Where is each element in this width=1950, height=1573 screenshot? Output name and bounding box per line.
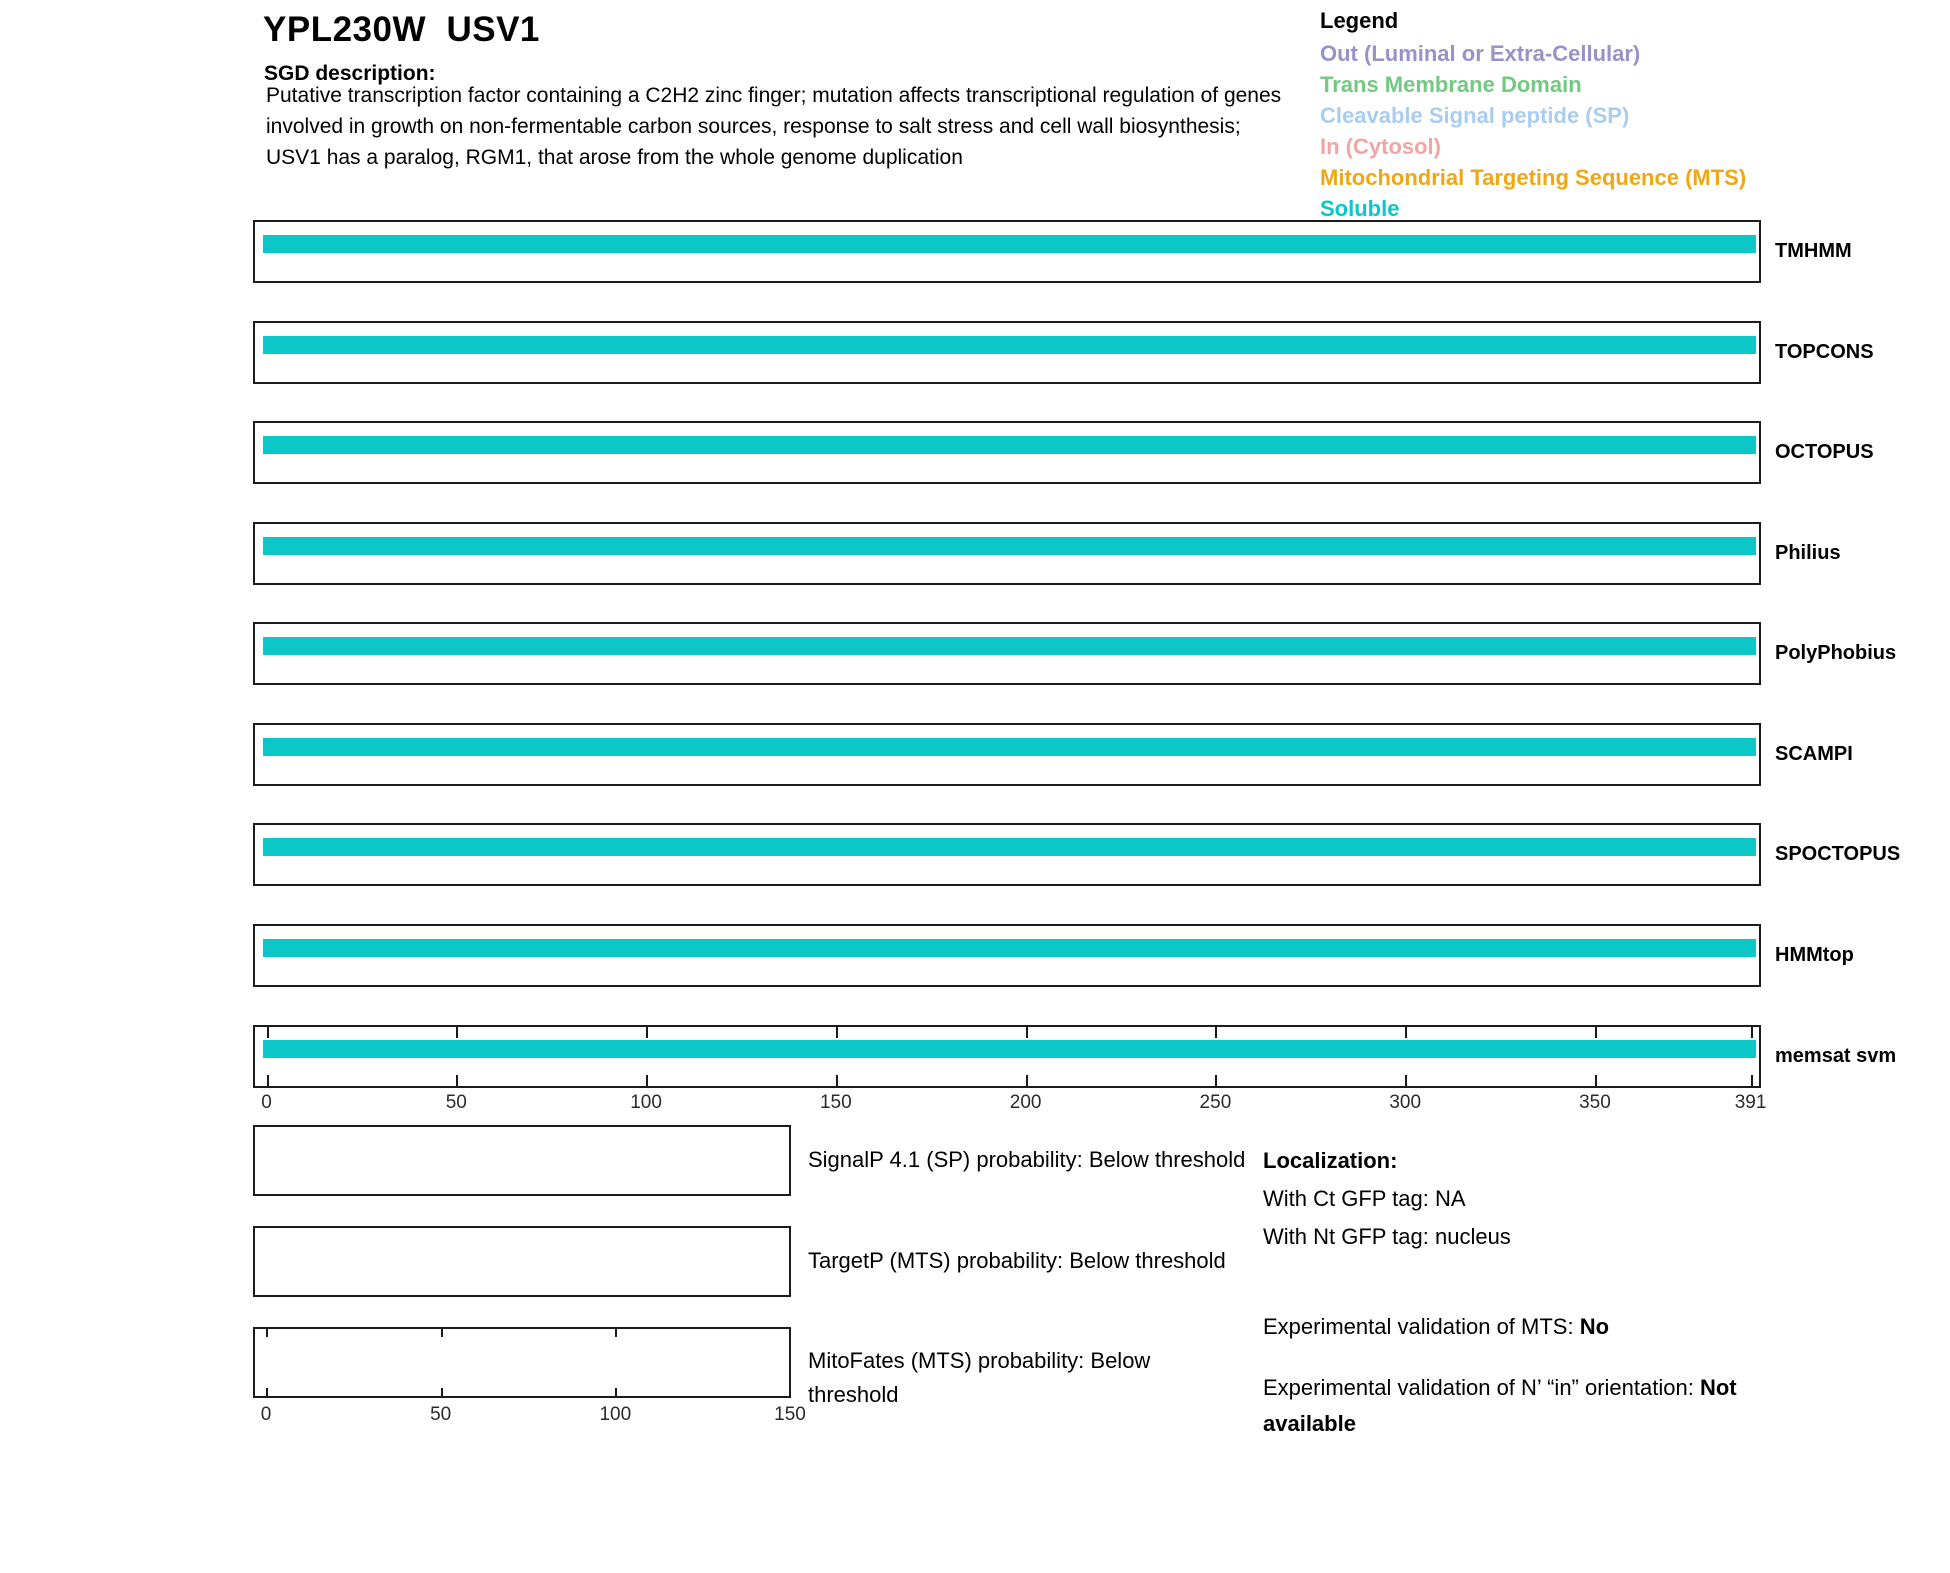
soluble-bar (263, 537, 1756, 555)
page-title: YPL230W USV1 (263, 10, 540, 49)
soluble-bar (263, 336, 1756, 354)
soluble-bar (263, 235, 1756, 253)
legend-item-cleavable: Cleavable Signal peptide (SP) (1320, 103, 1630, 128)
axis-tick-mark (1025, 1075, 1028, 1086)
track-box-polyphobius (253, 622, 1761, 685)
legend-item-mitochondrial: Mitochondrial Targeting Sequence (MTS) (1320, 165, 1747, 190)
axis-tick-label: 150 (819, 1092, 852, 1113)
legend-title: Legend (1320, 8, 1399, 33)
axis-tick-mark (1025, 1027, 1028, 1038)
legend-item-soluble: Soluble (1320, 196, 1400, 221)
axis-tick-mark (835, 1075, 838, 1086)
legend-item-trans: Trans Membrane Domain (1320, 72, 1582, 97)
track-box-memsat-svm (253, 1025, 1761, 1088)
mts-validation-value: No (1579, 1314, 1610, 1339)
sgd-description-line: USV1 has a paralog, RGM1, that arose fro… (266, 146, 963, 169)
sgd-description-line: Putative transcription factor containing… (266, 84, 1282, 107)
mitofates-caption: threshold (808, 1382, 899, 1407)
axis-tick-mark (646, 1027, 649, 1038)
track-label-memsat-svm: memsat svm (1775, 1045, 1897, 1067)
axis-tick-label: 391 (1734, 1092, 1767, 1113)
track-box-octopus (253, 421, 1761, 484)
track-label-philius: Philius (1775, 542, 1841, 564)
signalp-caption: SignalP 4.1 (SP) probability: Below thre… (808, 1147, 1246, 1172)
axis-tick-mark (1594, 1075, 1597, 1086)
axis-tick-mark (266, 1329, 268, 1337)
track-box-spoctopus (253, 823, 1761, 886)
axis-tick-mark (835, 1027, 838, 1038)
targetp-plot-box (253, 1226, 791, 1297)
soluble-bar (263, 939, 1756, 957)
nt-gfp-line: With Nt GFP tag: nucleus (1263, 1224, 1511, 1249)
sgd-description-label: SGD description: (264, 62, 436, 85)
probability-axis-tick-label: 0 (260, 1404, 272, 1425)
mitofates-caption: MitoFates (MTS) probability: Below (808, 1348, 1151, 1373)
axis-tick-mark (440, 1388, 443, 1396)
axis-tick-mark (1215, 1027, 1218, 1038)
probability-axis-tick-label: 50 (430, 1404, 452, 1425)
probability-axis-tick-label: 100 (599, 1404, 632, 1425)
orientation-validation-value: Not available (1263, 1375, 1737, 1436)
track-label-topcons: TOPCONS (1775, 341, 1874, 363)
axis-tick-label: 50 (445, 1092, 467, 1113)
axis-tick-mark (646, 1075, 649, 1086)
track-label-octopus: OCTOPUS (1775, 441, 1874, 463)
track-label-spoctopus: SPOCTOPUS (1775, 843, 1901, 865)
axis-tick-mark (440, 1329, 443, 1337)
signalp-plot-box (253, 1125, 791, 1196)
track-label-tmhmm: TMHMM (1775, 240, 1852, 262)
track-label-hmmtop: HMMtop (1775, 944, 1854, 966)
axis-tick-mark (1750, 1027, 1753, 1038)
axis-tick-mark (266, 1388, 268, 1396)
axis-tick-mark (615, 1388, 618, 1396)
axis-tick-label: 300 (1389, 1092, 1422, 1113)
track-box-topcons (253, 321, 1761, 384)
track-label-scampi: SCAMPI (1775, 743, 1853, 765)
axis-tick-mark (615, 1329, 618, 1337)
track-label-polyphobius: PolyPhobius (1775, 642, 1897, 664)
axis-tick-label: 0 (261, 1092, 272, 1113)
axis-tick-mark (266, 1027, 269, 1038)
axis-tick-mark (1405, 1027, 1408, 1038)
track-box-hmmtop (253, 924, 1761, 987)
legend-item-out: Out (Luminal or Extra-Cellular) (1320, 41, 1641, 66)
mts-validation-line: Experimental validation of MTS: No (1263, 1314, 1610, 1339)
soluble-bar (263, 637, 1756, 655)
probability-axis-tick-label: 150 (774, 1404, 806, 1425)
axis-tick-mark (1215, 1075, 1218, 1086)
axis-tick-mark (266, 1075, 269, 1086)
track-box-philius (253, 522, 1761, 585)
track-box-tmhmm (253, 220, 1761, 283)
localization-heading: Localization: (1263, 1148, 1398, 1173)
ct-gfp-line: With Ct GFP tag: NA (1263, 1186, 1466, 1211)
axis-tick-label: 200 (1009, 1092, 1042, 1113)
soluble-bar (263, 838, 1756, 856)
axis-tick-mark (1750, 1075, 1753, 1086)
axis-tick-label: 250 (1199, 1092, 1232, 1113)
targetp-caption: TargetP (MTS) probability: Below thresho… (808, 1248, 1226, 1273)
soluble-bar (263, 738, 1756, 756)
legend-item-in: In (Cytosol) (1320, 134, 1441, 159)
axis-tick-label: 350 (1579, 1092, 1611, 1113)
orientation-validation-line: Experimental validation of N’ “in” orien… (1263, 1375, 1737, 1436)
axis-tick-mark (1405, 1075, 1408, 1086)
axis-tick-mark (456, 1075, 459, 1086)
track-box-scampi (253, 723, 1761, 786)
soluble-bar (263, 436, 1756, 454)
axis-tick-mark (1594, 1027, 1597, 1038)
sgd-description-line: involved in growth on non-fermentable ca… (266, 115, 1241, 138)
axis-tick-mark (456, 1027, 459, 1038)
axis-tick-label: 100 (630, 1092, 662, 1113)
mitofates-plot-box (253, 1327, 791, 1398)
soluble-bar (263, 1040, 1756, 1058)
